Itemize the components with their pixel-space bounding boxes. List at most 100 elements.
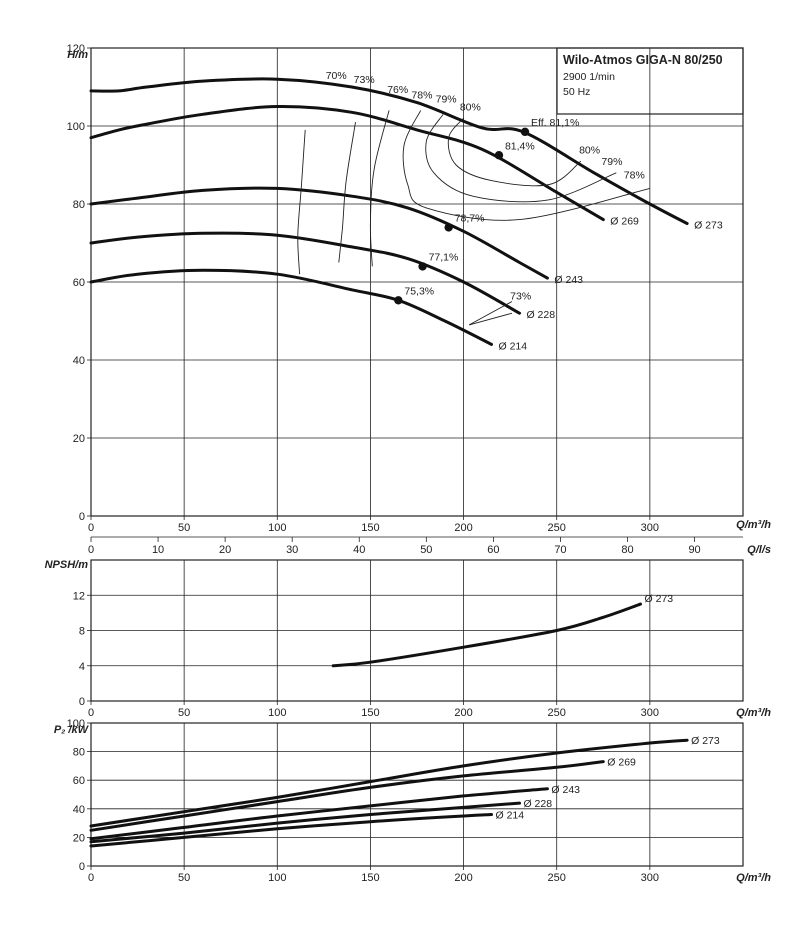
head-curve-label: Ø 273 [694,220,723,232]
npsh-y-tick-label: 8 [79,626,85,638]
power-x-tick-label: 150 [361,872,379,884]
head-axis-label: H/m [67,49,88,61]
efficiency-label: 78% [411,90,432,102]
npsh-y-tick-label: 4 [79,661,85,673]
power-curve-label: Ø 214 [496,810,525,822]
efficiency-isoline [425,114,617,203]
power-x-tick-label: 200 [454,872,472,884]
bep-marker [494,151,504,160]
power-y-tick-label: 20 [73,832,85,844]
power-y-tick-label: 40 [73,804,85,816]
bep-label: Eff. 81,1% [531,117,579,129]
head-curve [89,104,605,222]
bep-marker [394,296,403,305]
npsh-y-tick-label: 12 [73,590,85,602]
flow-ls-tick-label: 90 [688,544,700,556]
flow-axis-label-npsh: Q/m³/h [736,707,771,719]
frequency-label: 50 Hz [563,86,590,98]
bep-marker [418,262,427,271]
power-curve [89,760,605,832]
flow-ls-tick-label: 80 [621,544,633,556]
power-x-tick-label: 300 [641,872,659,884]
head-x-tick-label: 50 [178,522,190,534]
efficiency-label: 70% [326,70,347,82]
head-curve [89,231,521,315]
bep-label: 77,1% [429,251,459,263]
bep-label: 81,4% [505,140,535,152]
power-curve-label: Ø 269 [607,757,636,769]
flow-ls-tick-label: 60 [487,544,499,556]
efficiency-label: 80% [460,101,481,113]
flow-axis-label-head: Q/m³/h [736,519,771,531]
efficiency-label: 78% [624,170,645,182]
head-x-tick-label: 300 [641,522,659,534]
npsh-curve-label: Ø 273 [645,593,674,605]
head-curve [89,268,493,346]
head-curve-label: Ø 228 [526,309,555,321]
bep-label: 75,3% [404,285,434,297]
power-curve-label: Ø 228 [523,798,552,810]
head-x-tick-label: 150 [361,522,379,534]
power-y-tick-label: 60 [73,775,85,787]
npsh-axis-label: NPSH/m [45,559,89,571]
npsh-y-tick-label: 0 [79,696,85,708]
efficiency-label: 73% [510,291,531,303]
flow-ls-tick-label: 10 [152,544,164,556]
flow-ls-axis: 0 10 20 30 40 50 60 70 80 90 [88,536,743,556]
npsh-x-tick-label: 150 [361,707,379,719]
power-panel: 0 50 100 150 200 250 300 0 20 40 60 80 100 Ø 273 Ø 269… [67,718,744,884]
npsh-panel: 0 50 100 150 200 250 300 0 4 8 12 Ø 273 [73,559,744,719]
efficiency-label: 76% [387,84,408,96]
efficiency-label: 73% [354,74,375,86]
head-x-tick-label: 250 [548,522,566,534]
efficiency-isoline [297,129,306,275]
npsh-curve [331,602,642,668]
bep-label: 78,7% [455,212,485,224]
power-x-tick-label: 50 [178,872,190,884]
efficiency-leader [468,301,513,326]
head-curve-label: Ø 243 [554,274,583,286]
head-x-tick-label: 100 [268,522,286,534]
model-title: Wilo-Atmos GIGA-N 80/250 [563,53,723,67]
npsh-x-tick-label: 100 [268,707,286,719]
bep-marker [444,223,453,232]
npsh-x-tick-label: 300 [641,707,659,719]
efficiency-label: 80% [579,144,600,156]
efficiency-isoline [402,110,651,221]
power-axis-label: P₂ /kW [54,724,90,736]
head-x-tick-label: 0 [88,522,94,534]
flow-ls-tick-label: 30 [286,544,298,556]
head-y-tick-label: 60 [73,277,85,289]
power-curve [89,787,549,841]
efficiency-leader [469,312,513,326]
power-x-tick-label: 0 [88,872,94,884]
speed-label: 2900 1/min [563,71,615,83]
efficiency-label: 79% [601,156,622,168]
flow-ls-tick-label: 20 [219,544,231,556]
head-curve [89,77,689,225]
power-x-tick-label: 250 [548,872,566,884]
npsh-x-tick-label: 50 [178,707,190,719]
power-x-tick-label: 100 [268,872,286,884]
power-curve [89,813,493,848]
power-curve-label: Ø 243 [551,784,580,796]
flow-ls-tick-label: 50 [420,544,432,556]
power-y-tick-label: 100 [67,718,85,730]
npsh-x-tick-label: 0 [88,707,94,719]
head-x-tick-label: 200 [454,522,472,534]
bep-marker [520,127,530,137]
power-y-tick-label: 0 [79,861,85,873]
head-curve [89,186,549,280]
head-curve-label: Ø 269 [610,216,639,228]
head-y-tick-label: 80 [73,199,85,211]
power-curve-label: Ø 273 [691,735,720,747]
npsh-x-tick-label: 200 [454,707,472,719]
head-y-tick-label: 100 [67,121,85,133]
head-y-tick-label: 0 [79,511,85,523]
efficiency-isoline [369,110,390,267]
flow-ls-tick-label: 0 [88,544,94,556]
flow-ls-tick-label: 40 [353,544,365,556]
power-curve [89,738,689,828]
head-y-tick-label: 20 [73,433,85,445]
